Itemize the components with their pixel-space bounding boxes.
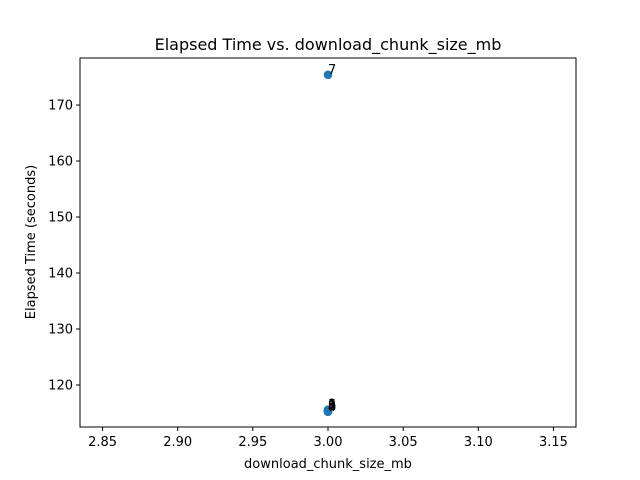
data-point (323, 70, 333, 80)
x-axis-title: download_chunk_size_mb (244, 457, 412, 472)
chart-title: Elapsed Time vs. download_chunk_size_mb (155, 35, 502, 55)
x-tick-label: 2.90 (163, 435, 192, 450)
x-tick-label: 3.05 (389, 435, 418, 450)
y-tick-label: 170 (48, 99, 73, 114)
y-tick-label: 150 (48, 211, 73, 226)
x-tick-label: 2.95 (238, 435, 267, 450)
point-label: 5 (328, 399, 336, 414)
x-tick-label: 2.85 (88, 435, 117, 450)
y-axis: 120 130 140 150 160 170 (48, 99, 80, 394)
data-point (323, 405, 333, 415)
y-axis-title: Elapsed Time (seconds) (24, 165, 39, 319)
x-tick-label: 3.00 (314, 435, 343, 450)
y-tick-label: 120 (48, 379, 73, 394)
x-tick-label: 3.15 (539, 435, 568, 450)
y-tick-label: 140 (48, 267, 73, 282)
point-label: 6 (328, 398, 336, 413)
y-tick-label: 130 (48, 323, 73, 338)
x-tick-label: 3.10 (464, 435, 493, 450)
point-label: 7 (328, 63, 336, 78)
point-label: 4 (328, 400, 336, 415)
point-label: 3 (328, 399, 336, 414)
point-label: 2 (328, 399, 336, 414)
point-label: 1 (328, 398, 336, 413)
y-tick-label: 160 (48, 155, 73, 170)
x-axis: 2.85 2.90 2.95 3.00 3.05 3.10 3.15 (88, 427, 568, 450)
points-layer (323, 70, 333, 417)
